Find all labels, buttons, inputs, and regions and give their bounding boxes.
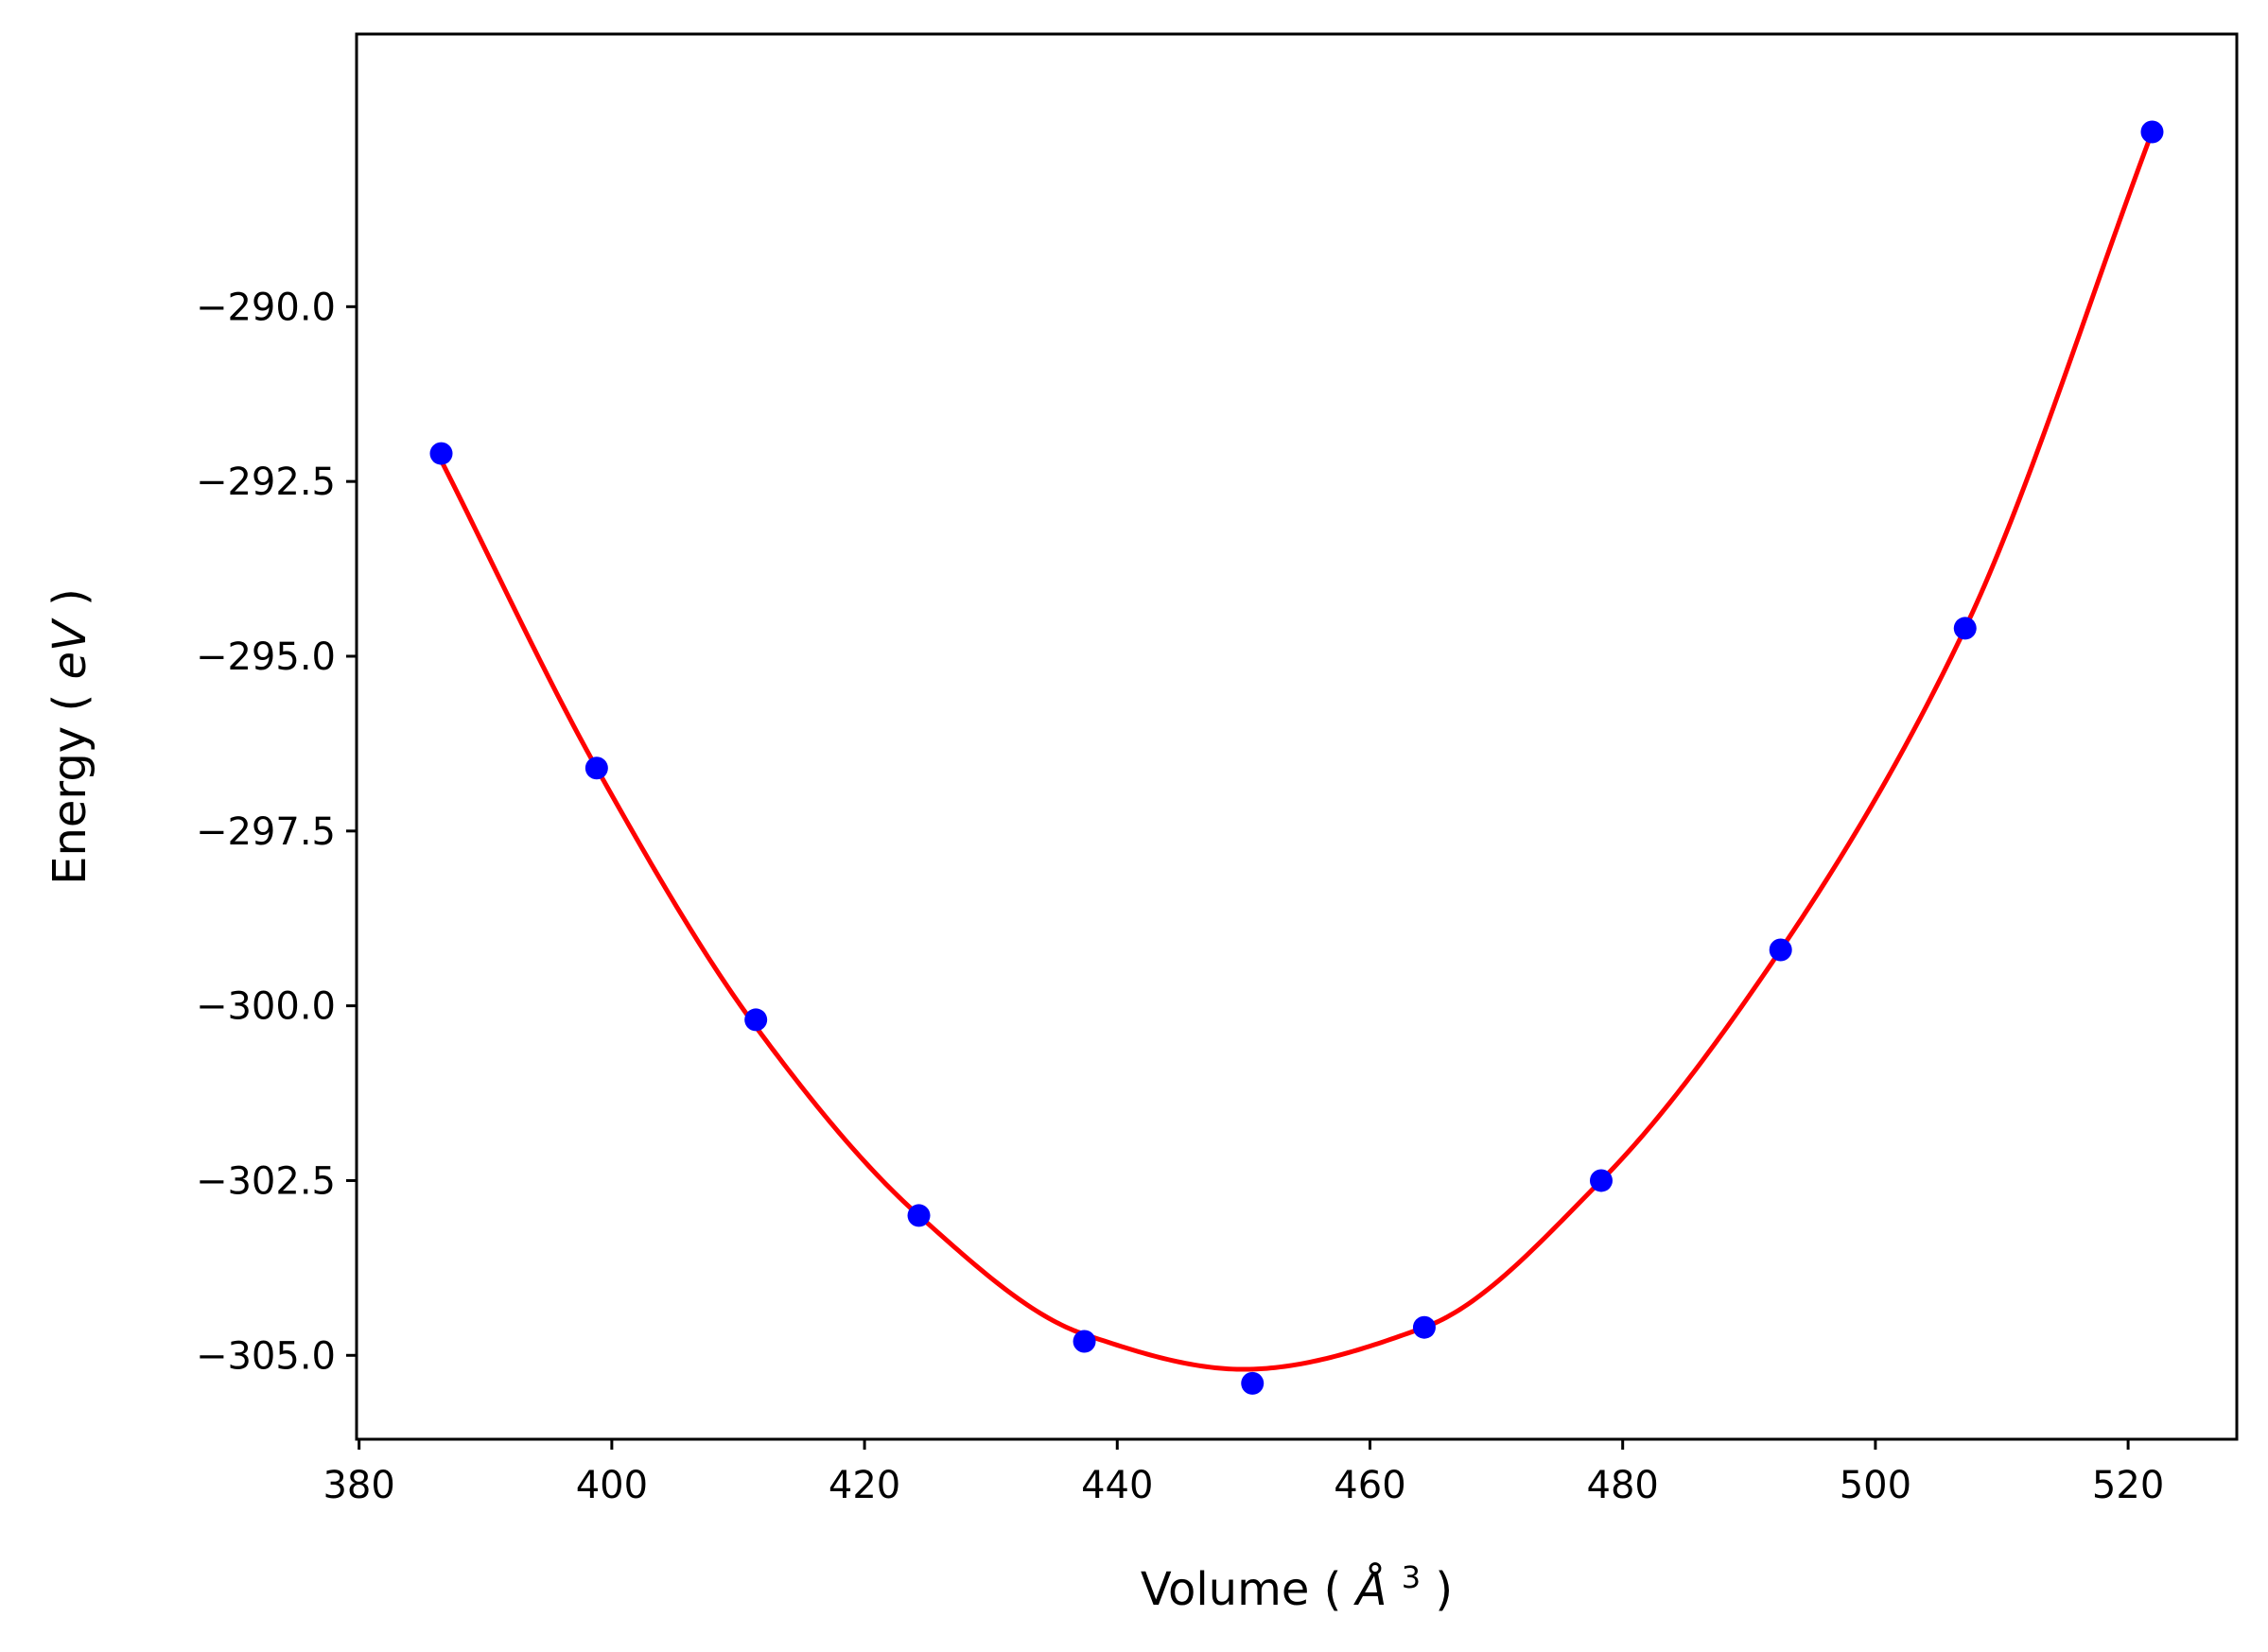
x-tick-label: 460 <box>1334 1464 1405 1507</box>
data-point <box>1953 617 1977 640</box>
x-axis-label-unit: Å <box>1353 1562 1387 1616</box>
y-axis-label: Energy ( eV ) <box>44 588 96 885</box>
y-axis-label-close-paren: ) <box>44 588 96 606</box>
plot-area <box>429 120 2164 1395</box>
x-tick-label: 400 <box>576 1464 648 1507</box>
data-point <box>1073 1330 1096 1353</box>
y-axis-label-unit: eV <box>44 617 96 680</box>
y-axis-label-open-paren: ( <box>44 694 96 712</box>
data-point <box>1769 938 1792 962</box>
fit-curve <box>439 130 2155 1372</box>
x-tick-label: 500 <box>1840 1464 1911 1507</box>
x-axis-label-exponent: 3 <box>1402 1559 1421 1595</box>
x-axis-label: Volume ( Å 3 ) <box>1141 1546 1453 1616</box>
y-axis: −290.0 −292.5 −295.0 −297.5 −300.0 −302.5 −305… <box>196 286 357 1378</box>
x-axis-label-text: Volume <box>1141 1563 1310 1616</box>
x-tick-label: 520 <box>2092 1464 2164 1507</box>
plot-frame <box>355 32 2239 1441</box>
data-point <box>429 442 453 465</box>
data-point <box>1241 1371 1265 1395</box>
y-tick-label: −292.5 <box>196 461 336 504</box>
x-tick-label: 440 <box>1081 1464 1153 1507</box>
data-point <box>584 756 608 780</box>
data-point <box>1589 1169 1613 1192</box>
x-tick-label: 380 <box>323 1464 394 1507</box>
x-axis-label-open-paren: ( <box>1324 1563 1342 1616</box>
x-axis: 380 400 420 440 460 480 500 520 <box>323 1439 2164 1507</box>
y-tick-label: −300.0 <box>196 985 336 1029</box>
x-axis-label-close-paren: ) <box>1435 1563 1453 1616</box>
y-tick-label: −295.0 <box>196 635 336 679</box>
x-tick-label: 480 <box>1587 1464 1659 1507</box>
y-tick-label: −290.0 <box>196 286 336 329</box>
y-tick-label: −305.0 <box>196 1334 336 1378</box>
y-tick-label: −297.5 <box>196 810 336 854</box>
data-point <box>2140 120 2164 144</box>
data-point <box>907 1204 931 1227</box>
x-tick-label: 420 <box>829 1464 900 1507</box>
y-tick-label: −302.5 <box>196 1159 336 1203</box>
data-point <box>1412 1315 1436 1339</box>
data-point <box>744 1008 768 1032</box>
y-axis-label-text: Energy <box>44 726 96 885</box>
